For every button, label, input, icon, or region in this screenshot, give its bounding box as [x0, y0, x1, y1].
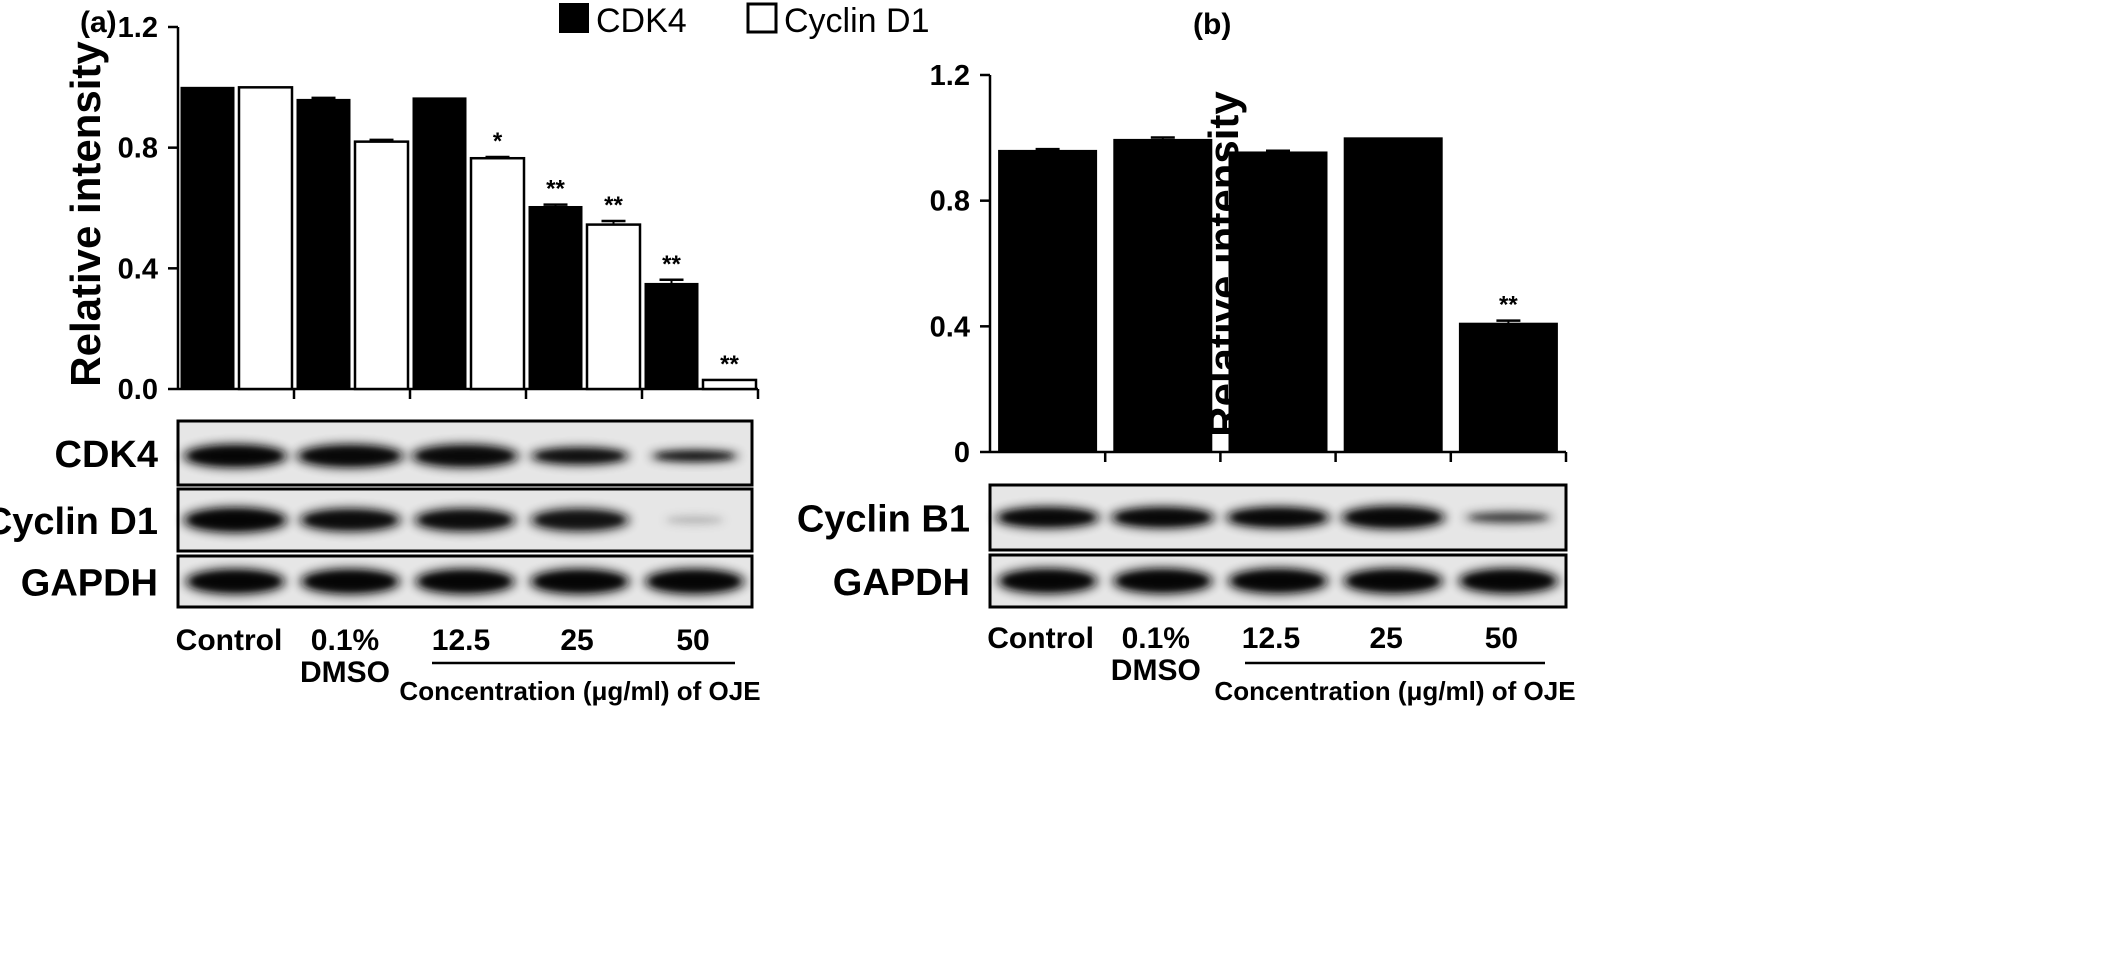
legend-label-cdk4: CDK4	[596, 2, 687, 40]
blot-band-core	[667, 516, 722, 524]
significance-label: **	[1499, 292, 1518, 319]
bar-cyclin-d1-4	[701, 378, 758, 391]
x-category-label: 12.5	[432, 624, 490, 657]
bar-series-3	[1343, 137, 1443, 453]
panel-a-bars: *********	[180, 86, 758, 391]
significance-label: *	[493, 128, 503, 155]
blot-band-core	[1470, 513, 1547, 522]
blot-band-core	[656, 451, 733, 461]
blot-band-core	[1004, 571, 1091, 591]
x-category-label: 25	[560, 624, 593, 657]
blot-band-core	[192, 572, 279, 591]
x-category-label: Control	[987, 622, 1094, 655]
blot-band-core	[1465, 571, 1552, 591]
panel-a-label: (a)	[80, 6, 117, 39]
y-tick-label: 0.0	[118, 374, 158, 406]
significance-label: **	[662, 251, 681, 278]
blot-label: Cyclin B1	[797, 499, 970, 541]
bar-cyclin-d1-1	[353, 140, 410, 391]
blot-label: CDK4	[55, 434, 158, 476]
blot-band-core	[303, 447, 397, 465]
blot-band-core	[536, 511, 623, 529]
blot-band-core	[1119, 571, 1206, 591]
legend: CDK4 Cyclin D1	[559, 2, 929, 40]
blot-band-core	[651, 572, 738, 591]
blot-band-core	[1234, 571, 1322, 591]
panel-a-blots: CDK4 Cyclin D1 GAPDH	[0, 419, 754, 609]
blot-label: GAPDH	[833, 562, 970, 604]
x-category-label: 12.5	[1242, 622, 1300, 655]
concentration-label: Concentration (μg/ml) of OJE	[399, 676, 760, 706]
panel-b-blots: Cyclin B1 GAPDH	[797, 483, 1568, 609]
x-category-label: DMSO	[300, 656, 390, 689]
bar-cyclin-d1-0	[237, 86, 294, 391]
blot-band-core	[306, 511, 395, 529]
bar-cdk4-1	[296, 98, 351, 390]
x-category-label: DMSO	[1111, 654, 1201, 687]
x-category-label: 0.1%	[1122, 622, 1190, 655]
x-category-label: 50	[1485, 622, 1518, 655]
blot-band-core	[536, 449, 623, 463]
y-tick-label: 0.8	[930, 186, 970, 218]
bar-series-4	[1458, 322, 1558, 453]
y-tick-label: 0.4	[930, 311, 970, 343]
significance-label: **	[720, 351, 739, 378]
panel-a-xlabels: Control 0.1%DMSO 12.5 25 50 Concentration (μg…	[176, 624, 761, 706]
significance-label: **	[604, 192, 623, 219]
y-tick-label: 0	[954, 437, 970, 469]
bar-series-1	[1113, 138, 1213, 453]
blot-band-core	[190, 447, 281, 465]
x-category-label: Control	[176, 624, 283, 657]
legend-swatch-cdk4	[559, 3, 589, 33]
blot-band-core	[190, 510, 281, 530]
bar-cdk4-4	[644, 282, 699, 390]
blot-band-core	[1232, 509, 1324, 526]
x-category-label: 50	[676, 624, 709, 657]
y-tick-label: 1.2	[930, 60, 970, 92]
blot-label: Cyclin D1	[0, 501, 158, 543]
legend-label-cyclin-d1: Cyclin D1	[784, 2, 929, 40]
bar-cdk4-2	[412, 97, 467, 390]
y-tick-label: 0.4	[118, 253, 158, 285]
x-category-label: 25	[1370, 622, 1403, 655]
bar-series-2	[1228, 151, 1328, 453]
blot-band-core	[536, 572, 623, 591]
blot-band-core	[418, 447, 512, 465]
bar-cdk4-3	[528, 205, 583, 390]
blot-band-core	[422, 572, 508, 591]
blot-band-core	[1002, 509, 1093, 526]
panel-b-bars: **	[998, 136, 1558, 453]
bar-cyclin-d1-2	[469, 156, 526, 391]
blot-band-core	[421, 511, 509, 529]
blot-band-core	[1348, 509, 1439, 526]
concentration-label: Concentration (μg/ml) of OJE	[1214, 676, 1575, 706]
panel-b-label: (b)	[1193, 8, 1231, 41]
x-category-label: 0.1%	[311, 624, 379, 657]
blot-band-core	[1350, 571, 1437, 591]
bar-cyclin-d1-3	[585, 223, 642, 391]
blot-band-core	[1117, 509, 1208, 526]
blot-band-core	[307, 572, 394, 591]
legend-swatch-cyclin-d1	[746, 2, 778, 34]
panel-a-ylabel: Relative intensity	[62, 41, 109, 387]
y-tick-label: 0.8	[118, 133, 158, 165]
panel-b-xlabels: Control 0.1%DMSO 12.5 25 50 Concentration (μg…	[987, 622, 1575, 706]
bar-cdk4-0	[180, 86, 235, 390]
y-tick-label: 1.2	[118, 12, 158, 44]
bar-series-0	[998, 149, 1098, 453]
blot-label: GAPDH	[21, 563, 158, 605]
significance-label: **	[546, 176, 565, 203]
